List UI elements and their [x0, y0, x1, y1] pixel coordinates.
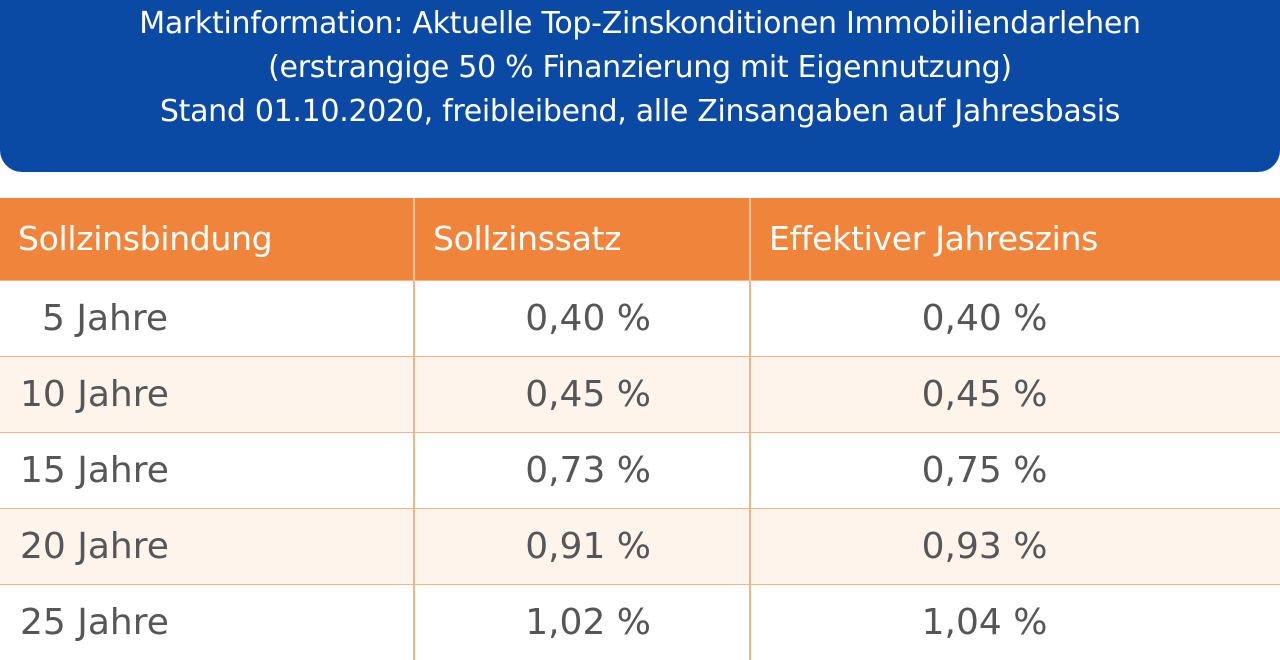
- effective-rate-cell: 1,04 %: [750, 583, 1280, 660]
- table-row: 5 Jahre 0,40 % 0,40 %: [0, 279, 1280, 356]
- effective-rate-cell: 0,40 %: [750, 279, 1280, 356]
- column-header-term: Sollzinsbindung: [0, 198, 415, 280]
- table-row: 25 Jahre 1,02 % 1,04 %: [0, 583, 1280, 660]
- nominal-rate-cell: 1,02 %: [414, 583, 751, 660]
- table-row: 20 Jahre 0,91 % 0,93 %: [0, 507, 1280, 584]
- column-header-effective-rate: Effektiver Jahreszins: [750, 198, 1280, 280]
- nominal-rate-cell: 0,45 %: [414, 355, 751, 432]
- table-row: 10 Jahre 0,45 % 0,45 %: [0, 355, 1280, 432]
- term-cell: 10 Jahre: [0, 355, 415, 432]
- banner-title: Marktinformation: Aktuelle Top-Zinskondi…: [139, 6, 1141, 41]
- interest-rate-table: Sollzinsbindung Sollzinssatz Effektiver …: [0, 198, 1280, 660]
- term-cell: 20 Jahre: [0, 507, 415, 584]
- effective-rate-cell: 0,45 %: [750, 355, 1280, 432]
- table-row: 15 Jahre 0,73 % 0,75 %: [0, 431, 1280, 508]
- term-cell: 25 Jahre: [0, 583, 415, 660]
- nominal-rate-cell: 0,40 %: [414, 279, 751, 356]
- title-banner: Marktinformation: Aktuelle Top-Zinskondi…: [0, 0, 1280, 172]
- term-cell: 15 Jahre: [0, 431, 415, 508]
- nominal-rate-cell: 0,73 %: [414, 431, 751, 508]
- table-header-row: Sollzinsbindung Sollzinssatz Effektiver …: [0, 198, 1280, 280]
- term-cell: 5 Jahre: [0, 279, 415, 356]
- nominal-rate-cell: 0,91 %: [414, 507, 751, 584]
- column-header-nominal-rate: Sollzinssatz: [414, 198, 751, 280]
- effective-rate-cell: 0,75 %: [750, 431, 1280, 508]
- effective-rate-cell: 0,93 %: [750, 507, 1280, 584]
- banner-date-note: Stand 01.10.2020, freibleibend, alle Zin…: [159, 94, 1121, 129]
- banner-subtitle: (erstrangige 50 % Finanzierung mit Eigen…: [268, 50, 1012, 85]
